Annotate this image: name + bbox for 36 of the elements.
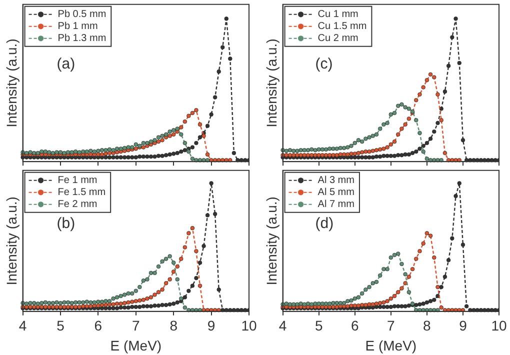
legend-label: Fe 1 mm bbox=[58, 175, 98, 186]
x-tick-label: 7 bbox=[132, 318, 140, 334]
x-tick-label: 7 bbox=[387, 318, 395, 334]
x-tick-label: 4 bbox=[278, 318, 287, 334]
legend-label: Cu 1 mm bbox=[318, 9, 358, 20]
x-tick-label: 10 bbox=[491, 318, 507, 334]
x-tick-label: 5 bbox=[314, 318, 323, 334]
legend-label: Pb 1 mm bbox=[58, 21, 98, 32]
legend-label: Pb 1.3 mm bbox=[58, 33, 106, 44]
y-axis-title: Intensity (a.u.) bbox=[3, 196, 20, 286]
annotation: (b) bbox=[56, 215, 76, 232]
annotation: (a) bbox=[56, 55, 76, 72]
x-tick-label: 5 bbox=[56, 318, 65, 334]
y-axis-title: Intensity (a.u.) bbox=[263, 38, 280, 128]
x-axis-title: E (MeV) bbox=[110, 337, 162, 354]
legend-label: Al 7 mm bbox=[318, 199, 354, 210]
y-axis-title: Intensity (a.u.) bbox=[263, 196, 280, 286]
legend-label: Cu 2 mm bbox=[318, 33, 358, 44]
x-tick-label: 8 bbox=[423, 318, 432, 334]
annotation: (d) bbox=[315, 215, 334, 232]
legend-label: Fe 1.5 mm bbox=[58, 187, 106, 198]
x-tick-label: 9 bbox=[459, 318, 468, 334]
x-tick-label: 6 bbox=[94, 318, 102, 334]
x-axis-title: E (MeV) bbox=[365, 337, 417, 354]
legend-label: Al 3 mm bbox=[318, 175, 354, 186]
legend-label: Pb 0.5 mm bbox=[58, 9, 106, 20]
x-tick-label: 9 bbox=[207, 318, 216, 334]
legend-label: Cu 1.5 mm bbox=[318, 21, 367, 32]
x-tick-label: 8 bbox=[170, 318, 178, 334]
legend-label: Fe 2 mm bbox=[58, 199, 98, 210]
x-tick-label: 10 bbox=[241, 318, 257, 334]
y-axis-title: Intensity (a.u.) bbox=[3, 38, 20, 128]
x-tick-label: 4 bbox=[18, 318, 27, 334]
x-tick-label: 6 bbox=[350, 318, 359, 334]
legend-label: Al 5 mm bbox=[318, 187, 354, 198]
annotation: (c) bbox=[315, 55, 333, 72]
